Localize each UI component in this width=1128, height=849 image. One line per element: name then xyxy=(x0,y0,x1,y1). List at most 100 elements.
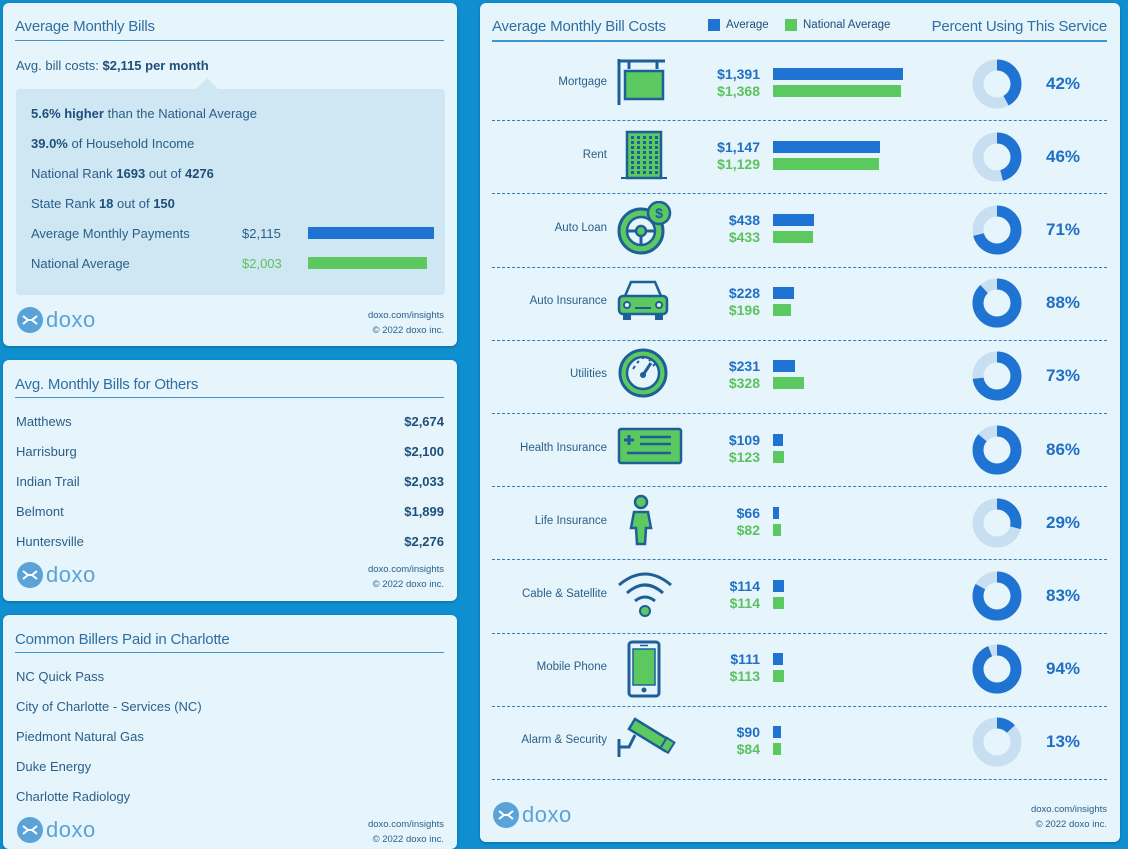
percent-label: 13% xyxy=(1046,732,1081,752)
bill-costs-card: Average Monthly Bill Costs Average Natio… xyxy=(480,3,1120,842)
others-value: $2,100 xyxy=(404,444,444,459)
average-bar xyxy=(773,580,784,592)
state-rank-label: State Rank xyxy=(31,196,96,211)
donut-fill xyxy=(972,351,1022,401)
average-bar xyxy=(773,140,881,153)
biller-item[interactable]: Charlotte Radiology xyxy=(16,789,131,804)
row-divider xyxy=(492,779,1107,780)
national-rank-line: National Rank 1693 out of 4276 xyxy=(31,166,214,181)
biller-item[interactable]: Duke Energy xyxy=(16,759,92,774)
doxo-logo-icon xyxy=(493,802,519,828)
insurance-card-icon xyxy=(617,427,683,464)
footer-url[interactable]: doxo.com/insights xyxy=(1030,804,1107,815)
national-bar xyxy=(773,157,879,170)
national-value-label: $1,129 xyxy=(717,155,760,172)
national-rank-total: 4276 xyxy=(184,166,214,181)
avg-bill-label: Avg. bill costs: xyxy=(16,58,99,73)
footer-copyright: © 2022 doxo inc. xyxy=(1035,819,1107,830)
donut-fill xyxy=(972,59,1022,109)
average-value-label: $109 xyxy=(728,431,760,448)
national-bar xyxy=(773,304,792,317)
legend-average-swatch xyxy=(708,19,720,31)
percent-donut xyxy=(972,425,1022,475)
biller-item[interactable]: Piedmont Natural Gas xyxy=(16,729,144,744)
row-divider xyxy=(492,632,1107,634)
income-line: 39.0% of Household Income xyxy=(31,136,194,151)
security-camera-icon xyxy=(617,717,676,758)
percent-label: 94% xyxy=(1046,659,1081,679)
higher-line: 5.6% higher than the National Average xyxy=(31,106,257,121)
row-divider xyxy=(492,266,1107,268)
payments-value: $2,115 xyxy=(242,226,281,241)
donut-fill xyxy=(972,498,1022,548)
doxo-logo-word: doxo xyxy=(46,562,96,587)
national-value-label: $82 xyxy=(736,521,760,538)
doxo-logo[interactable]: doxo xyxy=(493,802,572,828)
percent-donut xyxy=(972,571,1022,621)
doxo-logo[interactable]: doxo xyxy=(17,307,96,333)
row-divider xyxy=(492,559,1107,561)
national-rank-value: 1693 xyxy=(116,166,146,181)
doxo-logo[interactable]: doxo xyxy=(17,817,96,843)
payments-bar xyxy=(308,227,434,239)
others-title-rule xyxy=(15,397,444,398)
percent-label: 46% xyxy=(1046,146,1081,166)
others-city: Matthews xyxy=(16,414,72,429)
national-value-label: $113 xyxy=(729,668,760,685)
donut-fill xyxy=(972,425,1022,475)
biller-item[interactable]: City of Charlotte - Services (NC) xyxy=(16,699,202,714)
national-bar xyxy=(773,597,784,609)
category-label: Mortgage xyxy=(558,75,607,88)
others-city: Belmont xyxy=(16,504,64,519)
footer-copyright: © 2022 doxo inc. xyxy=(372,834,444,845)
card-footer: doxo.com/insights © 2022 doxo inc. xyxy=(1031,802,1107,832)
doxo-logo-icon xyxy=(17,817,43,843)
category-label: Auto Insurance xyxy=(529,295,607,308)
row-divider xyxy=(492,193,1107,195)
callout-caret xyxy=(196,78,218,89)
donut-fill xyxy=(972,132,1022,182)
percent-donut xyxy=(972,498,1022,548)
footer-url[interactable]: doxo.com/insights xyxy=(367,564,444,575)
donut-fill xyxy=(972,571,1022,621)
category-label: Health Insurance xyxy=(520,441,607,454)
percent-donut xyxy=(972,644,1022,694)
national-average-value: $2,003 xyxy=(242,256,282,271)
summary-title-rule xyxy=(15,40,444,41)
percent-label: 88% xyxy=(1046,293,1081,313)
state-rank-value: 18 xyxy=(98,196,114,211)
mobile-phone-icon xyxy=(627,640,661,698)
doxo-logo-word: doxo xyxy=(46,817,96,842)
others-city: Harrisburg xyxy=(16,444,77,459)
footer-url[interactable]: doxo.com/insights xyxy=(367,819,444,830)
average-bar xyxy=(773,287,795,300)
income-text: of Household Income xyxy=(71,136,195,151)
national-bar xyxy=(773,743,781,756)
percent-label: 83% xyxy=(1046,586,1081,605)
percent-label: 73% xyxy=(1046,366,1081,386)
category-label: Auto Loan xyxy=(554,222,607,234)
footer-url[interactable]: doxo.com/insights xyxy=(367,310,444,321)
doxo-logo[interactable]: doxo xyxy=(17,562,96,588)
legend-national: National Average xyxy=(785,19,890,31)
others-value: $2,674 xyxy=(404,414,444,429)
national-bar xyxy=(773,231,814,243)
percent-title: Percent Using This Service xyxy=(931,18,1108,35)
donut-fill xyxy=(972,717,1022,767)
higher-text: than the National Average xyxy=(107,106,257,121)
national-value-label: $84 xyxy=(736,741,760,758)
summary-card: Average Monthly Bills Avg. bill costs: $… xyxy=(3,3,457,346)
percent-label: 42% xyxy=(1046,73,1081,93)
average-bar xyxy=(773,726,782,739)
average-value-label: $231 xyxy=(728,358,760,375)
category-label: Alarm & Security xyxy=(521,734,607,747)
average-value-label: $438 xyxy=(728,212,760,228)
doxo-logo-word: doxo xyxy=(522,802,572,827)
biller-item[interactable]: NC Quick Pass xyxy=(16,669,105,684)
average-value-label: $228 xyxy=(728,285,760,302)
percent-donut xyxy=(972,351,1022,401)
card-footer: doxo.com/insights © 2022 doxo inc. xyxy=(368,817,444,847)
others-city: Huntersville xyxy=(16,534,84,549)
national-bar xyxy=(773,450,785,463)
row-divider xyxy=(492,339,1107,341)
